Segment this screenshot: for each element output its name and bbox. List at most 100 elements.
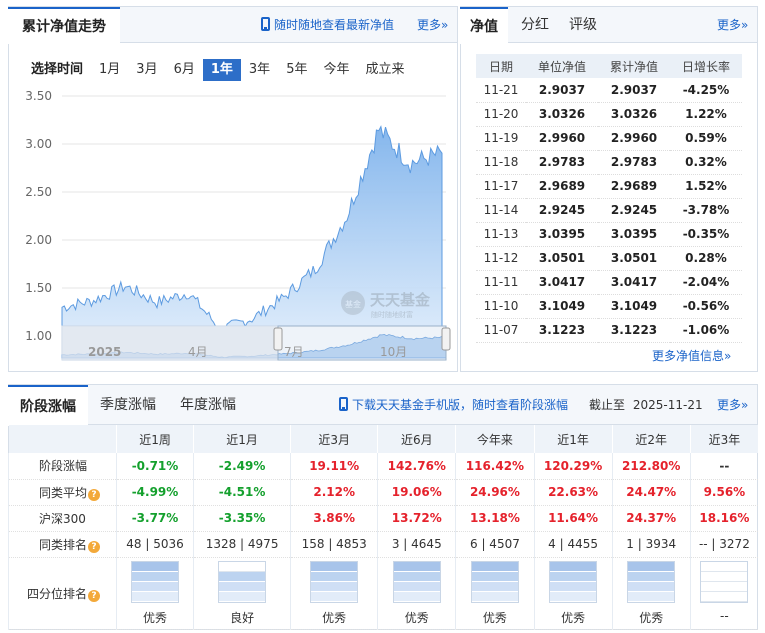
- watermark: 基金 天天基金 随时随地财富: [341, 291, 431, 319]
- perf-cell: 24.96%: [455, 479, 534, 506]
- nav-unit-value: 2.9037: [526, 78, 598, 103]
- range-1y[interactable]: 1年: [202, 59, 241, 81]
- perf-cell: --: [689, 453, 758, 480]
- nav-acc-value: 2.9245: [598, 198, 670, 223]
- perf-cell: 11.64%: [533, 505, 613, 532]
- navigator-left-handle[interactable]: [273, 327, 283, 351]
- perf-cell: 6 | 4507: [455, 531, 534, 558]
- range-3y[interactable]: 3年: [248, 62, 271, 77]
- nav-date: 11-18: [476, 150, 526, 175]
- perf-cutoff: 截止至 2025-11-21: [589, 385, 703, 425]
- watermark-icon-text: 基金: [345, 299, 361, 309]
- navigator-right-handle[interactable]: [441, 327, 451, 351]
- quartile-text: 良好: [230, 610, 255, 625]
- help-icon[interactable]: ?: [88, 540, 101, 553]
- perf-col-header: 近1年: [533, 425, 613, 453]
- perf-cell: 24.37%: [611, 505, 691, 532]
- perf-col-header: 近2年: [611, 425, 691, 453]
- perf-cell: 24.47%: [611, 479, 691, 506]
- nav-daily-change: -4.25%: [670, 78, 742, 103]
- tab-stage-return[interactable]: 阶段涨幅: [8, 385, 88, 426]
- col-acc-nav: 累计净值: [598, 54, 670, 78]
- nav-unit-value: 3.0326: [526, 102, 598, 127]
- range-6m[interactable]: 6月: [173, 62, 195, 77]
- nav-unit-value: 3.0501: [526, 246, 598, 271]
- perf-cell: 2.12%: [290, 479, 378, 506]
- nav-table-header: 日期 单位净值 累计净值 日增长率: [476, 54, 742, 78]
- perf-cell: 18.16%: [689, 505, 758, 532]
- perf-cell: 19.06%: [377, 479, 456, 506]
- trend-tabbar: 累计净值走势 随时随地查看最新净值 更多»: [8, 7, 457, 44]
- nav-unit-value: 2.9689: [526, 174, 598, 199]
- quartile-bar: [700, 560, 749, 603]
- help-icon[interactable]: ?: [88, 488, 101, 501]
- nav-acc-value: 3.0395: [598, 222, 670, 247]
- perf-cell: 142.76%: [377, 453, 456, 480]
- trend-panel: 累计净值走势 随时随地查看最新净值 更多» 选择时间 1月 3月 6月 1年 3…: [8, 6, 458, 372]
- performance-tabbar: 阶段涨幅 季度涨幅 年度涨幅 下载天天基金手机版，随时查看阶段涨幅 截止至 20…: [8, 385, 757, 426]
- tab-trend[interactable]: 累计净值走势: [8, 7, 120, 44]
- perf-cell: 48 | 5036: [115, 531, 194, 558]
- nav-table-row: 11-14 2.9245 2.9245 -3.78%: [476, 198, 742, 223]
- nav-unit-value: 3.1049: [526, 294, 598, 319]
- range-3m[interactable]: 3月: [136, 62, 158, 77]
- navigator-window[interactable]: [277, 325, 447, 361]
- tab-year-return[interactable]: 年度涨幅: [180, 397, 236, 413]
- range-navigator[interactable]: 2025 4月 7月 10月: [61, 325, 451, 361]
- nav-more-link[interactable]: 更多»: [717, 18, 749, 32]
- range-1m[interactable]: 1月: [99, 62, 121, 77]
- nav-date: 11-12: [476, 246, 526, 271]
- perf-col-header: 近1周: [115, 425, 194, 453]
- help-icon[interactable]: ?: [88, 589, 101, 602]
- nav-table-row: 11-07 3.1223 3.1223 -1.06%: [476, 318, 742, 343]
- perf-cell: 116.42%: [455, 453, 534, 480]
- perf-col-header: 近1月: [193, 425, 291, 453]
- perf-promo-link[interactable]: 下载天天基金手机版，随时查看阶段涨幅: [339, 385, 568, 425]
- perf-cell: 3.86%: [290, 505, 378, 532]
- nav-table-row: 11-11 3.0417 3.0417 -2.04%: [476, 270, 742, 295]
- perf-cell: -0.71%: [115, 453, 194, 480]
- watermark-subtext: 随时随地财富: [371, 310, 413, 319]
- quartile-text: 优秀: [639, 610, 664, 625]
- nav-label-apr: 4月: [188, 345, 208, 359]
- nav-more-info-link[interactable]: 更多净值信息»: [652, 349, 732, 363]
- quartile-cell: 优秀: [611, 557, 691, 630]
- perf-more-link[interactable]: 更多»: [717, 398, 749, 412]
- tab-quarter-return[interactable]: 季度涨幅: [100, 397, 156, 413]
- tab-rating[interactable]: 评级: [569, 17, 597, 33]
- perf-cell: 19.11%: [290, 453, 378, 480]
- tab-nav[interactable]: 净值: [460, 7, 508, 44]
- perf-row-label: 阶段涨幅: [8, 453, 117, 480]
- nav-date: 11-07: [476, 318, 526, 343]
- quartile-bar: [627, 560, 676, 603]
- perf-col-header: 今年来: [455, 425, 534, 453]
- nav-acc-value: 3.1223: [598, 318, 670, 343]
- perf-cell: -4.51%: [193, 479, 291, 506]
- y-tick-label: 1.50: [25, 281, 52, 295]
- nav-label-oct: 10月: [380, 345, 407, 359]
- nav-acc-value: 2.9783: [598, 150, 670, 175]
- nav-unit-value: 2.9960: [526, 126, 598, 151]
- trend-more-link[interactable]: 更多»: [417, 18, 449, 32]
- performance-table: 近1周 近1月 近3月 近6月 今年来 近1年 近2年 近3年 阶段涨幅 -0.71% -2.49…: [8, 425, 758, 630]
- perf-row-label-text: 同类平均: [39, 485, 88, 500]
- nav-table: 日期 单位净值 累计净值 日增长率 11-21 2.9037 2.9037 -4.25…: [476, 54, 742, 343]
- perf-col-header: 近6月: [377, 425, 456, 453]
- perf-cell: 1328 | 4975: [193, 531, 291, 558]
- quartile-bar: [218, 560, 267, 603]
- nav-date: 11-13: [476, 222, 526, 247]
- quartile-bar: [131, 560, 179, 603]
- y-tick-label: 3.00: [25, 137, 52, 151]
- nav-acc-value: 2.9960: [598, 126, 670, 151]
- quartile-bar: [549, 560, 598, 603]
- range-5y[interactable]: 5年: [286, 62, 308, 77]
- perf-cell: -- | 3272: [689, 531, 758, 558]
- perf-col-header: 近3月: [290, 425, 378, 453]
- nav-table-row: 11-18 2.9783 2.9783 0.32%: [476, 150, 742, 175]
- perf-cell: 212.80%: [611, 453, 691, 480]
- trend-promo-link[interactable]: 随时随地查看最新净值: [261, 7, 411, 43]
- navigator-mask: [62, 326, 278, 360]
- range-ytd[interactable]: 今年: [323, 62, 350, 77]
- range-since-inception[interactable]: 成立来: [365, 62, 405, 77]
- tab-dividend[interactable]: 分红: [521, 17, 549, 33]
